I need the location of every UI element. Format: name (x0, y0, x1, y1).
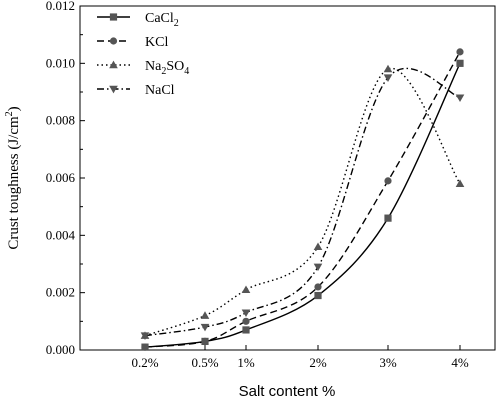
x-tick-label: 3% (379, 355, 397, 370)
x-tick-label: 0.2% (131, 355, 158, 370)
data-point-Na2SO4 (313, 242, 323, 251)
data-point-CaCl2 (314, 291, 322, 300)
y-tick-label: 0.006 (46, 170, 76, 185)
y-tick-label: 0.012 (46, 0, 75, 13)
series-line-KCl (144, 51, 461, 348)
series-markers (140, 48, 465, 351)
data-point-KCl (384, 177, 392, 185)
legend-label-KCl: KCl (145, 35, 168, 50)
data-point-Na2SO4 (200, 311, 210, 319)
data-point-Na2SO4 (455, 179, 465, 187)
data-point-KCl (456, 48, 464, 56)
data-point-NaCl (313, 263, 323, 272)
legend-label-NaCl: NaCl (145, 83, 175, 98)
y-tick-label: 0.000 (46, 342, 75, 357)
data-point-KCl (314, 283, 322, 291)
y-axis-title: Crust toughness (J/cm2) (4, 106, 22, 249)
x-axis: 0.2% 0.5% 1% 2% 3% 4% (131, 345, 469, 370)
legend-marker-NaCl (109, 85, 118, 94)
data-point-NaCl (241, 309, 251, 318)
x-tick-label: 0.5% (191, 355, 218, 370)
data-point-NaCl (455, 94, 465, 103)
data-point-KCl (201, 337, 209, 345)
plot-frame (79, 5, 496, 351)
x-tick-label: 4% (451, 355, 469, 370)
legend-marker-KCl (109, 37, 118, 45)
legend-label-CaCl2: CaCl2 (145, 11, 179, 29)
data-point-KCl (242, 317, 250, 325)
x-tick-label: 1% (237, 355, 255, 370)
series-lines (144, 51, 461, 348)
y-axis: 0.000 0.002 0.004 0.006 0.008 0.010 0.012 (46, 0, 85, 357)
data-point-NaCl (200, 323, 210, 332)
y-tick-label: 0.004 (46, 227, 76, 242)
x-tick-label: 2% (309, 355, 327, 370)
legend-marker-Na2SO4 (109, 60, 118, 69)
x-axis-title: Salt content % (239, 383, 336, 400)
legend-label-Na2SO4: Na2SO4 (145, 59, 189, 77)
legend-marker-CaCl2 (109, 13, 118, 21)
y-tick-label: 0.002 (46, 285, 75, 300)
data-point-Na2SO4 (241, 285, 251, 294)
data-point-KCl (141, 343, 149, 351)
data-point-CaCl2 (384, 214, 392, 222)
y-tick-label: 0.010 (46, 55, 75, 70)
data-point-Na2SO4 (383, 64, 393, 73)
data-point-NaCl (383, 74, 393, 82)
data-point-CaCl2 (242, 326, 250, 334)
y-tick-label: 0.008 (46, 113, 75, 128)
series-line-CaCl2 (144, 63, 461, 348)
data-point-CaCl2 (456, 59, 464, 67)
data-point-NaCl (140, 332, 150, 340)
legend: CaCl2 KCl Na2SO4 NaCl (97, 11, 189, 98)
series-line-Na2SO4 (144, 67, 461, 337)
series-line-NaCl (144, 67, 461, 337)
